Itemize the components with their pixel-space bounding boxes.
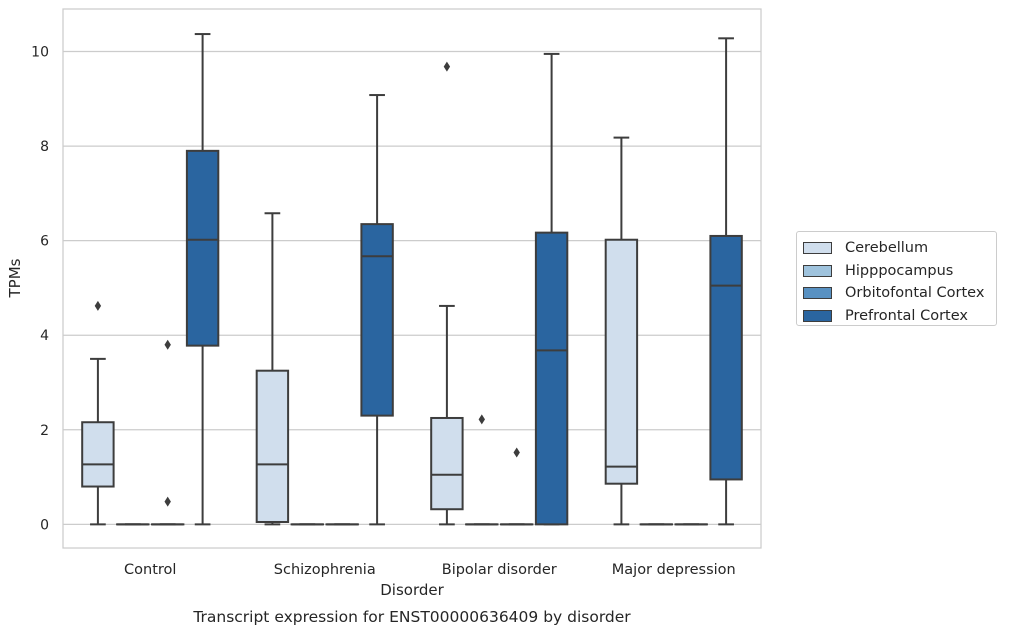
legend-item: Cerebellum	[803, 237, 996, 260]
x-axis-ticks: Control Schizophrenia Bipolar disorder Majo…	[124, 562, 736, 578]
y-tick-label: 8	[40, 139, 49, 155]
chart-legend: Cerebellum Hipppocampus Orbitofontal Corte…	[796, 231, 997, 326]
legend-swatch	[803, 309, 832, 322]
outlier-point	[164, 496, 171, 507]
y-tick-label: 2	[40, 423, 49, 439]
x-tick-label: Major depression	[612, 562, 736, 578]
x-axis-label: Disorder	[380, 581, 444, 599]
x-tick-label: Control	[124, 562, 176, 578]
box-prefrontal-cortex	[534, 52, 569, 526]
legend-item: Orbitofontal Cortex	[803, 282, 996, 305]
outlier-point	[94, 300, 102, 311]
legend-label: Cerebellum	[845, 240, 929, 257]
outlier-point	[164, 339, 171, 350]
chart-title: Transcript expression for ENST0000063640…	[192, 608, 631, 626]
y-tick-label: 0	[40, 517, 49, 533]
y-axis-label: TPMs	[6, 258, 24, 298]
outlier-point	[478, 414, 485, 425]
legend-swatch	[803, 242, 832, 255]
box-cerebellum	[604, 136, 639, 526]
legend-item: Hipppocampus	[803, 260, 996, 283]
box-plot-area	[81, 33, 743, 526]
x-tick-label: Bipolar disorder	[442, 562, 557, 578]
box-cerebellum	[255, 212, 290, 526]
box-prefrontal-cortex	[360, 94, 394, 526]
box-cerebellum	[81, 300, 115, 526]
y-axis-ticks: 0 2 4 6 8 10	[31, 45, 49, 534]
iqr-box	[430, 416, 464, 511]
iqr-box	[709, 234, 743, 481]
y-tick-label: 6	[40, 234, 49, 250]
box-prefrontal-cortex	[185, 33, 220, 526]
box-hipppocampus	[465, 414, 499, 526]
legend-label: Prefrontal Cortex	[845, 307, 968, 324]
outlier-point	[513, 447, 520, 458]
legend-label: Orbitofontal Cortex	[845, 285, 985, 302]
box-cerebellum	[430, 61, 464, 526]
box-orbitofontal-cortex	[150, 339, 185, 526]
iqr-box	[81, 421, 115, 488]
iqr-box	[255, 369, 290, 523]
gridlines	[63, 50, 761, 525]
legend-item: Prefrontal Cortex	[803, 305, 996, 328]
iqr-box	[604, 238, 639, 485]
outlier-point	[443, 61, 451, 72]
legend-label: Hipppocampus	[845, 262, 954, 279]
iqr-box	[534, 231, 569, 526]
y-tick-label: 4	[40, 328, 49, 344]
x-tick-label: Schizophrenia	[274, 562, 376, 578]
y-tick-label: 10	[31, 45, 49, 61]
box-orbitofontal-cortex	[499, 447, 534, 526]
legend-swatch	[803, 264, 832, 277]
box-prefrontal-cortex	[709, 37, 743, 526]
plot-frame	[62, 8, 762, 549]
iqr-box	[185, 149, 220, 347]
iqr-box	[360, 223, 394, 417]
legend-swatch	[803, 287, 832, 300]
